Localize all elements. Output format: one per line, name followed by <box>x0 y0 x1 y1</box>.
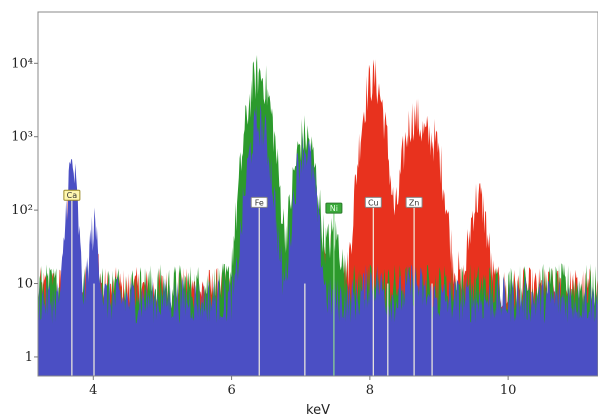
x-tick-label: 6 <box>227 383 235 398</box>
y-tick-label: 10 <box>16 277 33 292</box>
y-tick-label: 1 <box>25 350 33 365</box>
svg-text:Cu: Cu <box>368 198 379 207</box>
element-lines-layer <box>71 197 433 376</box>
element-tag-cu: Cu <box>364 196 382 208</box>
axes-layer <box>37 11 598 377</box>
svg-text:Ca: Ca <box>67 191 78 200</box>
series-layer <box>38 55 598 377</box>
element-tag-ca: Ca <box>63 189 81 201</box>
x-tick-label: 4 <box>89 383 97 398</box>
y-tick-label: 10⁴ <box>11 56 33 71</box>
svg-text:Zn: Zn <box>409 198 420 207</box>
element-tags-layer: Ca Fe Ni Cu Zn <box>63 189 423 214</box>
y-tick-label: 10³ <box>11 130 33 145</box>
spectrum-series-3 <box>38 103 598 376</box>
element-tag-ni: Ni <box>325 202 343 214</box>
x-axis-title: keV <box>306 403 330 418</box>
x-tick-labels: 4 6 8 10 <box>89 376 516 398</box>
y-tick-label: 10² <box>11 203 33 218</box>
svg-text:Ni: Ni <box>330 204 338 213</box>
y-tick-labels: 1 10 10² 10³ 10⁴ <box>11 56 38 365</box>
svg-text:Fe: Fe <box>255 198 264 207</box>
element-tag-zn: Zn <box>405 196 423 208</box>
x-tick-label: 8 <box>366 383 374 398</box>
x-tick-label: 10 <box>500 383 517 398</box>
element-tag-fe: Fe <box>250 196 268 208</box>
plot-frame <box>37 11 598 377</box>
